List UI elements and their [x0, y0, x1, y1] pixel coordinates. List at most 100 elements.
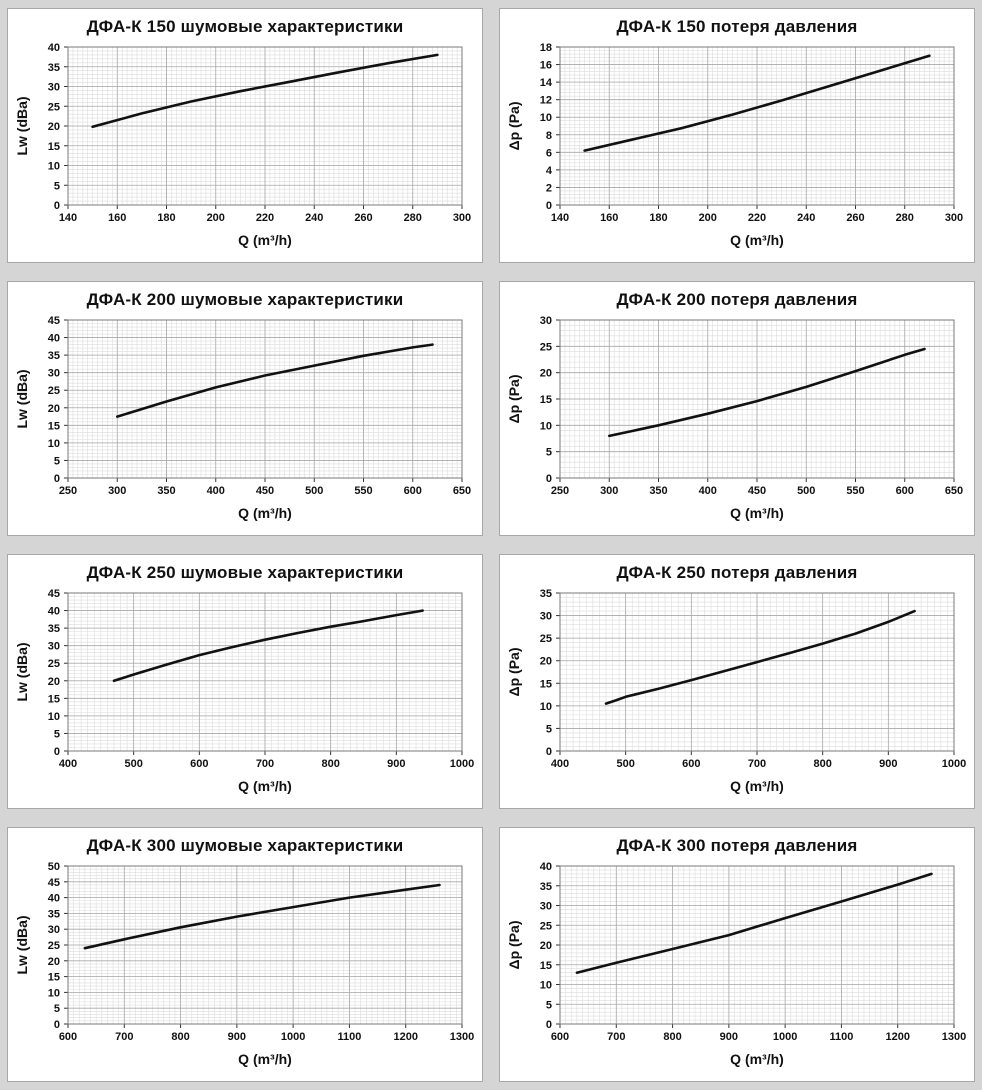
svg-text:450: 450 — [256, 485, 274, 497]
chart-panel-dfa-k-200-noise: ДФА-К 200 шумовые характеристики 250 300 3… — [7, 281, 483, 536]
svg-text:20: 20 — [540, 368, 552, 380]
chart-title: ДФА-К 200 потеря давления — [616, 290, 858, 309]
svg-text:800: 800 — [171, 1031, 189, 1043]
svg-text:25: 25 — [48, 658, 60, 670]
svg-text:12: 12 — [540, 95, 552, 107]
svg-text:400: 400 — [699, 485, 717, 497]
svg-text:700: 700 — [256, 758, 274, 770]
svg-text:220: 220 — [256, 212, 274, 224]
svg-text:240: 240 — [305, 212, 323, 224]
svg-text:600: 600 — [551, 1031, 569, 1043]
svg-text:35: 35 — [48, 908, 60, 920]
chart-plot: 400 500 600 700 800 900 1000 0 5 10 15 20 25 30 35 40 45… — [14, 588, 474, 794]
svg-text:450: 450 — [748, 485, 766, 497]
chart-plot: 250 300 350 400 450 500 550 600 650 0 5 10 15 20 25 30 Δ… — [506, 315, 963, 521]
svg-text:250: 250 — [551, 485, 569, 497]
svg-text:40: 40 — [540, 861, 552, 873]
svg-text:20: 20 — [48, 956, 60, 968]
svg-text:30: 30 — [48, 641, 60, 653]
svg-text:250: 250 — [59, 485, 77, 497]
svg-text:900: 900 — [879, 758, 897, 770]
svg-text:700: 700 — [607, 1031, 625, 1043]
svg-text:35: 35 — [540, 881, 552, 893]
svg-text:35: 35 — [540, 588, 552, 600]
svg-text:350: 350 — [157, 485, 175, 497]
x-axis-label: Q (m³/h) — [730, 778, 784, 794]
svg-text:140: 140 — [59, 212, 77, 224]
svg-text:5: 5 — [54, 1003, 60, 1015]
svg-text:15: 15 — [48, 141, 60, 153]
svg-text:800: 800 — [813, 758, 831, 770]
chart-panel-dfa-k-150-pressure: ДФА-К 150 потеря давления 140 160 180 200 22… — [499, 8, 975, 263]
svg-text:30: 30 — [48, 368, 60, 380]
svg-text:15: 15 — [540, 960, 552, 972]
svg-text:160: 160 — [108, 212, 126, 224]
svg-text:300: 300 — [453, 212, 471, 224]
svg-text:5: 5 — [546, 999, 552, 1011]
svg-text:240: 240 — [797, 212, 815, 224]
svg-text:30: 30 — [48, 924, 60, 936]
svg-text:600: 600 — [190, 758, 208, 770]
svg-text:20: 20 — [48, 403, 60, 415]
svg-text:25: 25 — [540, 920, 552, 932]
svg-text:45: 45 — [48, 315, 60, 327]
svg-text:5: 5 — [54, 180, 60, 192]
svg-text:300: 300 — [108, 485, 126, 497]
svg-text:0: 0 — [54, 746, 60, 758]
chart-panel-dfa-k-250-pressure: ДФА-К 250 потеря давления 400 500 600 700 80… — [499, 554, 975, 809]
y-axis-label: Lw (dBa) — [14, 369, 30, 428]
svg-text:15: 15 — [48, 972, 60, 984]
y-axis-label: Lw (dBa) — [14, 642, 30, 701]
svg-text:1000: 1000 — [942, 758, 966, 770]
svg-text:20: 20 — [48, 121, 60, 133]
chart-title: ДФА-К 250 шумовые характеристики — [86, 563, 404, 582]
svg-text:5: 5 — [546, 447, 552, 459]
y-axis-label: Lw (dBa) — [14, 915, 30, 974]
y-axis-label: Δp (Pa) — [506, 648, 522, 697]
svg-text:15: 15 — [540, 678, 552, 690]
y-axis-label: Δp (Pa) — [506, 921, 522, 970]
svg-text:280: 280 — [896, 212, 914, 224]
chart-plot: 250 300 350 400 450 500 550 600 650 0 5 10 15 20 25 30 3… — [14, 315, 471, 521]
svg-text:15: 15 — [540, 394, 552, 406]
svg-text:10: 10 — [48, 711, 60, 723]
svg-text:5: 5 — [54, 728, 60, 740]
svg-text:40: 40 — [48, 42, 60, 54]
svg-text:25: 25 — [540, 633, 552, 645]
chart-title: ДФА-К 300 потеря давления — [616, 836, 858, 855]
svg-text:5: 5 — [54, 455, 60, 467]
chart-panel-dfa-k-300-pressure: ДФА-К 300 потеря давления 600 700 800 900 10… — [499, 827, 975, 1082]
svg-text:20: 20 — [48, 676, 60, 688]
svg-text:260: 260 — [354, 212, 372, 224]
svg-text:600: 600 — [896, 485, 914, 497]
svg-text:1000: 1000 — [281, 1031, 305, 1043]
chart-panel-dfa-k-300-noise: ДФА-К 300 шумовые характеристики 600 700 8… — [7, 827, 483, 1082]
svg-text:700: 700 — [748, 758, 766, 770]
chart-plot: 600 700 800 900 1000 1100 1200 1300 0 5 10 15 20 25 30… — [14, 861, 474, 1067]
svg-text:40: 40 — [48, 606, 60, 618]
svg-text:220: 220 — [748, 212, 766, 224]
chart-title: ДФА-К 300 шумовые характеристики — [86, 836, 404, 855]
svg-text:10: 10 — [540, 701, 552, 713]
chart-plot: 140 160 180 200 220 240 260 280 300 0 5 10 15 20 25 30 3… — [14, 42, 471, 248]
svg-text:140: 140 — [551, 212, 569, 224]
svg-text:25: 25 — [48, 101, 60, 113]
x-axis-label: Q (m³/h) — [238, 505, 292, 521]
svg-text:600: 600 — [682, 758, 700, 770]
svg-text:900: 900 — [228, 1031, 246, 1043]
svg-text:20: 20 — [540, 940, 552, 952]
svg-text:10: 10 — [540, 420, 552, 432]
svg-text:500: 500 — [616, 758, 634, 770]
svg-text:35: 35 — [48, 62, 60, 74]
svg-text:300: 300 — [945, 212, 963, 224]
x-axis-label: Q (m³/h) — [238, 232, 292, 248]
svg-text:50: 50 — [48, 861, 60, 873]
x-axis-label: Q (m³/h) — [238, 1051, 292, 1067]
svg-text:1000: 1000 — [450, 758, 474, 770]
svg-text:900: 900 — [720, 1031, 738, 1043]
svg-text:1100: 1100 — [337, 1031, 361, 1043]
svg-text:10: 10 — [48, 438, 60, 450]
svg-text:180: 180 — [157, 212, 175, 224]
svg-text:0: 0 — [546, 1019, 552, 1031]
